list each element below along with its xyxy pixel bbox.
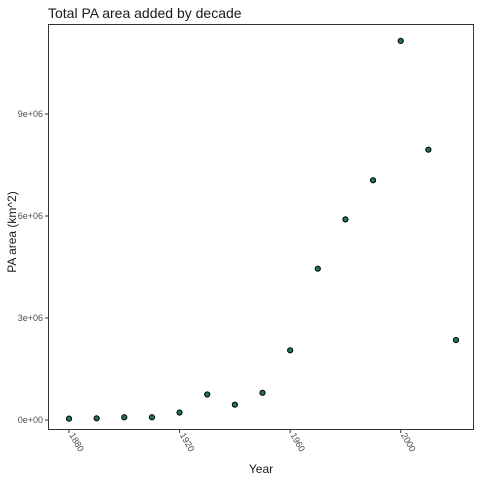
y-tick-label: 9e+06 xyxy=(18,109,43,119)
y-tick-label: 6e+06 xyxy=(18,211,43,221)
data-point xyxy=(314,265,321,272)
data-point xyxy=(65,415,73,422)
data-point xyxy=(287,347,294,354)
chart-title: Total PA area added by decade xyxy=(48,5,242,21)
data-point xyxy=(231,401,238,408)
data-point xyxy=(342,216,349,223)
y-tick-label: 3e+06 xyxy=(18,313,43,323)
y-tick-label: 0e+00 xyxy=(18,415,43,425)
data-point xyxy=(369,177,377,184)
x-axis-title: Year xyxy=(249,462,273,476)
plot-panel xyxy=(48,24,474,430)
data-point xyxy=(397,37,404,45)
data-point xyxy=(121,414,128,421)
data-point xyxy=(425,146,432,153)
y-axis: 0e+00 3e+06 6e+06 9e+06 xyxy=(18,109,48,425)
data-point xyxy=(148,414,156,421)
data-point xyxy=(259,389,266,396)
data-point xyxy=(176,409,183,416)
data-point xyxy=(93,415,100,422)
data-point xyxy=(204,391,211,398)
data-point xyxy=(452,337,460,344)
data-points xyxy=(65,37,460,422)
y-axis-title: PA area (km^2) xyxy=(5,191,19,272)
